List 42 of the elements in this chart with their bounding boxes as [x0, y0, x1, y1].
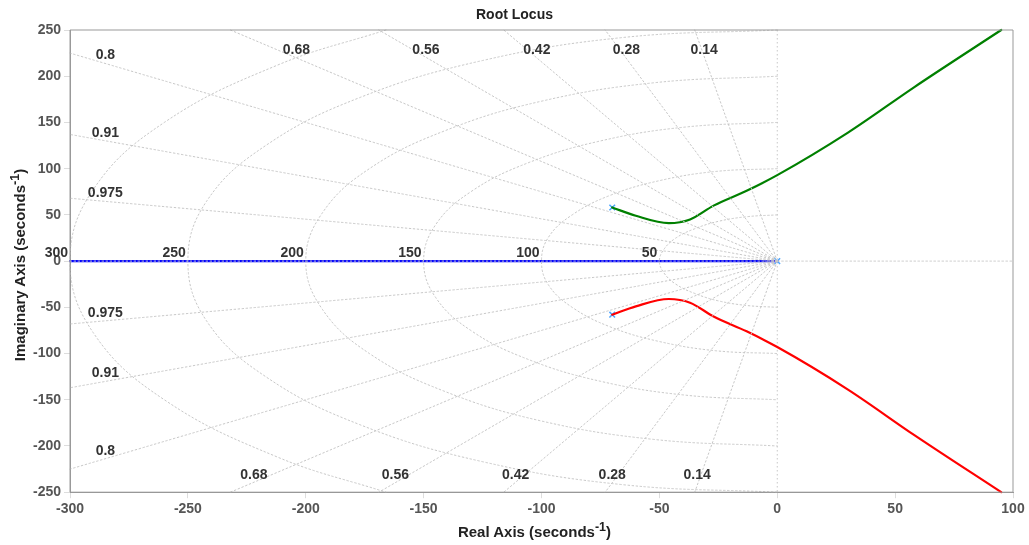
x-axis-title: Real Axis (seconds$^{-1}$) — [456, 520, 613, 540]
annotation: 0.42 — [501, 465, 530, 482]
y-tick-label: 150 — [37, 113, 62, 130]
x-tick-label: 0 — [773, 500, 782, 517]
y-tick-label: 250 — [37, 20, 62, 37]
x-tick-label: -200 — [291, 500, 320, 517]
annotation: 250 — [162, 243, 187, 260]
annotation: 0.975 — [87, 304, 124, 321]
y-tick-label: -200 — [32, 436, 62, 453]
y-tick-label: 50 — [45, 205, 62, 222]
annotation: 0.8 — [95, 46, 116, 63]
annotation: 0.56 — [412, 40, 440, 57]
annotation: 0.14 — [690, 40, 719, 57]
x-tick-label: -250 — [173, 500, 203, 517]
annotation: 100 — [516, 243, 540, 260]
x-tick-label: 100 — [1001, 500, 1025, 517]
x-tick-label: -100 — [527, 500, 556, 517]
annotation: 150 — [398, 243, 422, 260]
annotation: 0.14 — [683, 465, 711, 482]
y-tick-label: 200 — [37, 67, 62, 84]
annotation: 0.28 — [598, 465, 627, 482]
annotation: 0.68 — [282, 40, 311, 57]
x-tick-label: 50 — [887, 500, 904, 517]
y-tick-label: -100 — [32, 344, 62, 361]
annotation: 200 — [280, 243, 304, 260]
x-tick-label: -300 — [56, 500, 85, 517]
annotation: 0.91 — [91, 364, 120, 381]
annotation: 0.28 — [612, 40, 641, 57]
x-tick-label: -50 — [649, 500, 670, 517]
y-tick-label: -150 — [32, 390, 62, 407]
annotation: 50 — [641, 243, 658, 260]
annotation: 0.56 — [381, 465, 410, 482]
annotation: 0.42 — [523, 40, 551, 57]
y-tick-label: -50 — [40, 298, 62, 315]
annotation: 0.975 — [87, 183, 124, 200]
y-tick-label: -250 — [32, 483, 62, 500]
annotation: 0.68 — [240, 465, 268, 482]
y-tick-label: 100 — [37, 159, 62, 176]
annotation: 0.91 — [91, 123, 120, 140]
chart-title: Root Locus — [475, 6, 554, 22]
annotation: 0.8 — [95, 441, 116, 458]
x-tick-label: -150 — [409, 500, 438, 517]
